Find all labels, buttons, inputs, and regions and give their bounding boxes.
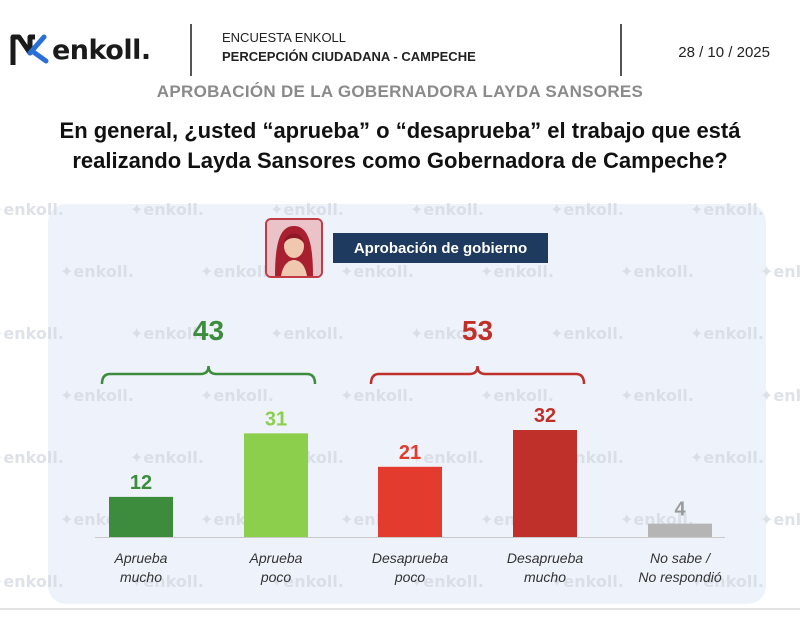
bar-0	[109, 496, 173, 537]
survey-subject: PERCEPCIÓN CIUDADANA - CAMPECHE	[222, 49, 476, 64]
logo-text: enkoll.	[52, 34, 151, 66]
question-line-1: En general, ¿usted “aprueba” o “desaprue…	[59, 118, 741, 143]
data-label-0: 12	[130, 472, 152, 494]
category-label-4-1: No respondió	[638, 569, 721, 585]
category-label-3-1: mucho	[524, 569, 566, 585]
data-label-2: 21	[399, 442, 421, 464]
category-label-4-0: No sabe /	[650, 550, 712, 566]
group-bracket-0	[100, 365, 317, 385]
group-total-0: 43	[193, 315, 224, 346]
portrait-image	[267, 220, 321, 276]
category-label-1-1: poco	[260, 569, 292, 585]
question-line-2: realizando Layda Sansores como Gobernado…	[72, 148, 728, 173]
survey-date: 28 / 10 / 2025	[678, 44, 770, 61]
section-subtitle: APROBACIÓN DE LA GOBERNADORA LAYDA SANSO…	[156, 82, 644, 101]
category-label-1-0: Aprueba	[249, 550, 303, 566]
data-label-3: 32	[534, 405, 556, 427]
category-label-3-0: Desaprueba	[507, 550, 583, 566]
category-label-2-0: Desaprueba	[372, 550, 448, 566]
survey-info: ENCUESTA ENKOLL PERCEPCIÓN CIUDADANA - C…	[222, 28, 476, 66]
enkoll-logo-icon	[10, 34, 49, 65]
bar-1	[244, 433, 308, 537]
header: enkoll. ENCUESTA ENKOLL PERCEPCIÓN CIUDA…	[0, 0, 800, 80]
group-bracket-1	[369, 365, 586, 385]
bar-4	[648, 523, 712, 537]
bar-2	[378, 466, 442, 537]
group-total-1: 53	[462, 315, 493, 346]
header-divider-right	[620, 24, 622, 76]
category-label-0-0: Aprueba	[114, 550, 168, 566]
data-label-1: 31	[265, 408, 287, 430]
legend-label: Aprobación de gobierno	[333, 233, 548, 263]
governor-photo	[265, 218, 323, 278]
bar-3	[513, 430, 577, 537]
category-label-2-1: poco	[394, 569, 426, 585]
data-label-4: 4	[674, 499, 686, 521]
question-text: En general, ¿usted “aprueba” o “desaprue…	[20, 116, 780, 176]
category-label-0-1: mucho	[120, 569, 162, 585]
footer-divider	[0, 608, 800, 610]
survey-label: ENCUESTA ENKOLL	[222, 30, 347, 45]
enkoll-logo: enkoll.	[10, 30, 151, 70]
header-divider-left	[190, 24, 192, 76]
